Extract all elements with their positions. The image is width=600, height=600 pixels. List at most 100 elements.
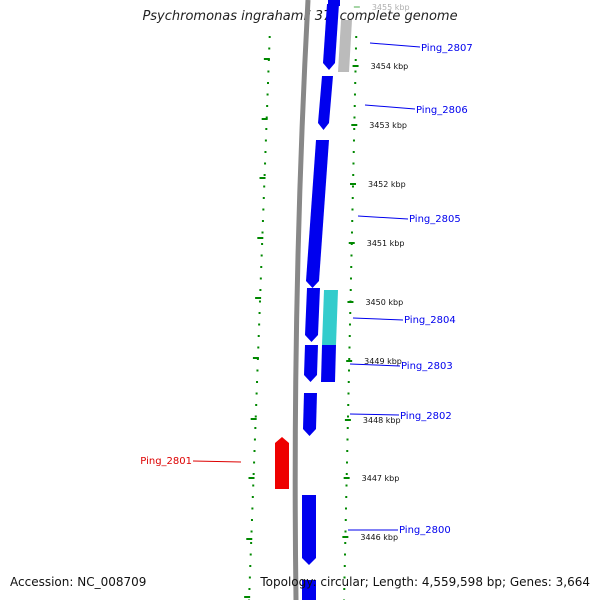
guide-dot [264, 151, 267, 153]
guide-dot [344, 530, 347, 533]
gene-leader-line [369, 42, 421, 48]
guide-dot [345, 507, 348, 510]
guide-dot [351, 208, 354, 211]
scale-dash [244, 596, 251, 598]
gene-ping-2804 [322, 290, 338, 345]
gene-ping-2801 [275, 437, 289, 489]
guide-dot [258, 300, 261, 303]
guide-dot [354, 70, 357, 73]
guide-dot [354, 59, 357, 61]
guide-dot [266, 82, 269, 84]
guide-dot [250, 542, 253, 544]
guide-dot [353, 128, 356, 130]
guide-dot [350, 266, 353, 268]
gene-leader-line [349, 413, 400, 416]
tick-mark [343, 477, 350, 479]
gene-label[interactable]: Ping_2806 [416, 105, 468, 116]
guide-dot [346, 427, 349, 429]
scale-dash [246, 538, 253, 540]
scale-dash [255, 297, 262, 299]
guide-dot [254, 427, 257, 429]
guide-dot [346, 450, 349, 452]
tick-mark [346, 360, 353, 362]
gene-leader-line [352, 317, 404, 321]
guide-dot [249, 565, 252, 567]
guide-dot [260, 266, 263, 268]
guide-dot [343, 576, 346, 579]
guide-dot [352, 139, 355, 142]
scale-dash [263, 58, 270, 60]
guide-dot [263, 185, 266, 188]
guide-dot [268, 47, 271, 50]
guide-dot [344, 519, 347, 521]
tick-label: 3453 kbp [369, 121, 407, 130]
guide-dot [348, 346, 351, 349]
scale-dash [250, 418, 257, 420]
guide-dot [344, 553, 347, 556]
tick-mark [352, 65, 359, 67]
gene-label[interactable]: Ping_2804 [404, 315, 456, 326]
guide-dot [349, 277, 352, 280]
guide-dot [353, 93, 356, 96]
guide-dot [254, 415, 257, 418]
guide-dot [346, 438, 349, 441]
gene-label[interactable]: Ping_2802 [400, 411, 452, 422]
guide-dot [347, 381, 350, 383]
guide-dot [348, 323, 351, 326]
guide-dot [353, 116, 356, 119]
guide-dot [250, 530, 253, 533]
guide-dot [265, 128, 268, 130]
guide-dot [262, 208, 265, 211]
guide-dot [349, 289, 352, 291]
guide-dot [256, 369, 259, 372]
guide-dot [264, 162, 267, 165]
gene-ping-2806 [318, 76, 333, 130]
tick-mark [350, 183, 357, 185]
tick-label: 3446 kbp [360, 533, 398, 542]
guide-dot [348, 358, 351, 360]
tick-label: 3447 kbp [362, 474, 400, 483]
gene-ping-2807 [323, 4, 339, 70]
guide-dot [350, 254, 353, 257]
accession-text: Accession: NC_008709 [10, 575, 147, 589]
guide-dot [255, 392, 258, 395]
tick-label: 3455 kbp [372, 3, 410, 12]
guide-dot [345, 484, 348, 487]
gene-label[interactable]: Ping_2801 [140, 456, 192, 467]
guide-dot [355, 36, 358, 38]
gene-ping-2802 [303, 393, 317, 436]
guide-dot [353, 105, 356, 107]
guide-dot [266, 105, 269, 107]
guide-dot [354, 47, 357, 50]
gene-ping-2805 [306, 140, 329, 288]
guide-dot [352, 162, 355, 165]
guide-dot [351, 220, 354, 222]
guide-dot [252, 484, 255, 487]
scale-dash [252, 357, 259, 359]
gene-label[interactable]: Ping_2807 [421, 43, 473, 54]
gene-block-2804-adjacent [305, 288, 320, 342]
gene-leader-line [349, 363, 401, 367]
gene-label[interactable]: Ping_2800 [399, 525, 451, 536]
tick-mark [342, 536, 349, 538]
guide-dot [343, 565, 346, 567]
guide-dot [259, 277, 262, 280]
guide-dot [261, 220, 264, 222]
scale-dash [261, 118, 268, 120]
guide-dot [265, 116, 268, 119]
guide-dot [352, 151, 355, 153]
guide-dot [347, 404, 350, 406]
guide-dot [250, 519, 253, 521]
guide-dot [253, 450, 256, 452]
gene-label[interactable]: Ping_2803 [401, 361, 453, 372]
guide-dot [354, 82, 357, 84]
gene-leader-line [357, 215, 409, 220]
genome-backbone [292, 0, 311, 600]
gene-label[interactable]: Ping_2805 [409, 214, 461, 225]
guide-dot [260, 254, 263, 257]
tick-mark [353, 6, 360, 8]
guide-dot [264, 139, 267, 142]
tick-mark [344, 419, 351, 421]
guide-dot [344, 542, 347, 544]
